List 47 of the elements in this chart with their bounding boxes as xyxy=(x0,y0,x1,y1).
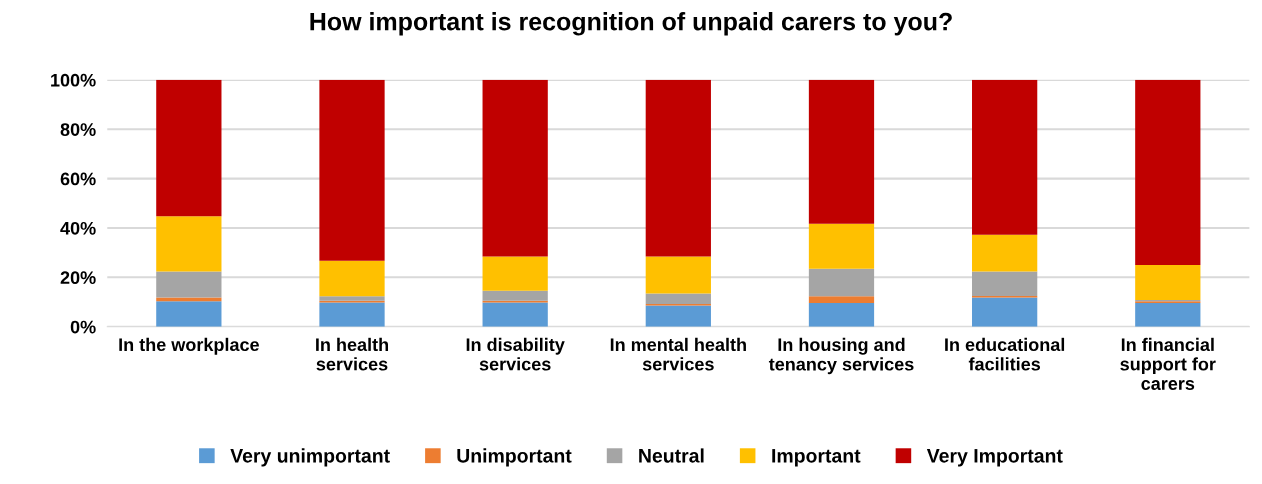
bar xyxy=(645,256,711,294)
x-tick-label: In educational facilities xyxy=(945,337,1065,371)
y-tick-label: 0% xyxy=(70,320,96,334)
x-tick-label: In the workplace xyxy=(119,337,259,355)
bar xyxy=(808,303,875,327)
bar xyxy=(482,79,548,257)
bar xyxy=(319,260,385,297)
legend-label: Very unimportant xyxy=(230,448,390,467)
x-tick-label: In housing and tenancy services xyxy=(768,337,914,375)
bar xyxy=(1135,303,1201,327)
bar xyxy=(482,256,548,291)
bar xyxy=(156,271,222,298)
bar xyxy=(156,216,222,272)
legend-label: Neutral xyxy=(639,448,704,463)
bar xyxy=(972,234,1038,272)
bar xyxy=(645,79,711,257)
chart-title: How important is recognition of unpaid carers to you? xyxy=(310,12,952,36)
bar xyxy=(972,271,1038,297)
bar xyxy=(808,79,875,224)
x-tick-label: In health services xyxy=(316,337,389,371)
y-tick-label: 20% xyxy=(60,271,96,285)
y-tick-label: 60% xyxy=(60,172,96,186)
bar xyxy=(808,223,875,269)
bar xyxy=(156,301,222,327)
x-tick-label: In mental health services xyxy=(610,337,746,371)
bar xyxy=(645,305,711,327)
bar xyxy=(972,297,1038,327)
bar xyxy=(808,268,875,297)
bar xyxy=(482,302,548,327)
bar xyxy=(972,79,1038,235)
legend-label: Unimportant xyxy=(457,448,572,467)
x-tick-label: In financial support for carers xyxy=(1120,337,1216,390)
bar xyxy=(1135,79,1201,265)
x-tick-label: In disability services xyxy=(466,337,565,371)
y-tick-label: 40% xyxy=(60,221,96,235)
bar xyxy=(808,296,875,303)
bar xyxy=(1135,264,1201,301)
legend-label: Important xyxy=(772,449,861,467)
bar xyxy=(645,293,711,304)
legend-label: Very Important xyxy=(926,449,1063,467)
bar xyxy=(319,79,385,261)
y-tick-label: 100% xyxy=(51,73,96,87)
bar xyxy=(482,290,548,301)
bar xyxy=(319,302,385,327)
bar xyxy=(319,296,385,301)
bar xyxy=(156,79,222,217)
y-tick-label: 80% xyxy=(60,123,96,136)
